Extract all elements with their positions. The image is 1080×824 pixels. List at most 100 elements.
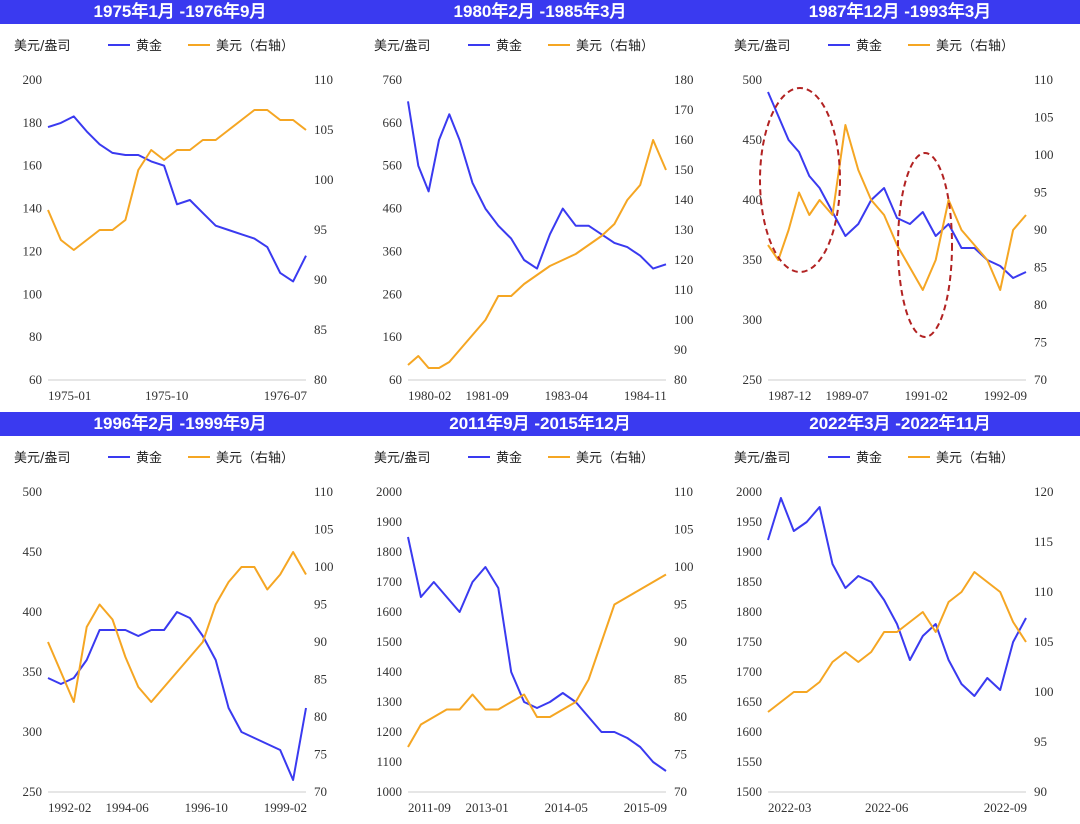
title-bar-bg — [0, 412, 360, 436]
left-tick-label: 160 — [23, 158, 43, 173]
left-tick-label: 1850 — [736, 574, 762, 589]
left-tick-label: 1800 — [736, 604, 762, 619]
x-tick-label: 2013-01 — [465, 800, 508, 815]
chart-title-bar: 1975年1月 -1976年9月 — [0, 0, 360, 24]
left-tick-label: 1500 — [376, 634, 402, 649]
legend-label-usd: 美元（右轴） — [936, 39, 1014, 54]
x-tick-label: 1999-02 — [264, 800, 307, 815]
x-tick-label: 1989-07 — [825, 388, 869, 403]
right-tick-label: 110 — [674, 282, 693, 297]
right-tick-label: 150 — [674, 162, 694, 177]
x-tick-label: 1975-10 — [145, 388, 188, 403]
right-tick-label: 90 — [674, 342, 687, 357]
right-tick-label: 85 — [314, 672, 327, 687]
right-tick-label: 85 — [314, 322, 327, 337]
right-tick-label: 110 — [314, 484, 333, 499]
right-tick-label: 80 — [1034, 297, 1047, 312]
y-axis-label: 美元/盎司 — [734, 39, 790, 54]
left-tick-label: 1900 — [736, 544, 762, 559]
right-tick-label: 105 — [314, 122, 334, 137]
x-tick-label: 1976-07 — [264, 388, 308, 403]
x-tick-label: 2022-06 — [865, 800, 909, 815]
left-tick-label: 60 — [29, 372, 42, 387]
left-tick-label: 60 — [389, 372, 402, 387]
left-tick-label: 300 — [23, 724, 43, 739]
usd-series-line — [767, 571, 1027, 713]
left-tick-label: 250 — [743, 372, 763, 387]
left-tick-label: 460 — [383, 201, 403, 216]
right-tick-label: 100 — [674, 559, 694, 574]
left-tick-label: 2000 — [736, 484, 762, 499]
right-tick-label: 95 — [314, 597, 327, 612]
left-tick-label: 1750 — [736, 634, 762, 649]
right-tick-label: 100 — [314, 172, 334, 187]
left-tick-label: 400 — [23, 604, 43, 619]
right-tick-label: 95 — [1034, 734, 1047, 749]
chart-panel-2: 1980年2月 -1985年3月 美元/盎司 黄金 美元（右轴） 60 160 260 360… — [360, 0, 720, 412]
right-tick-label: 105 — [674, 522, 694, 537]
chart-title-bar: 1987年12月 -1993年3月 — [720, 0, 1080, 24]
right-tick-label: 90 — [314, 272, 327, 287]
chart-title-bar: 2022年3月 -2022年11月 — [720, 412, 1080, 436]
chart-title: 1987年12月 -1993年3月 — [809, 1, 991, 21]
y-axis-label: 美元/盎司 — [374, 451, 430, 466]
left-tick-label: 120 — [23, 243, 43, 258]
title-bar-bg — [360, 412, 720, 436]
title-bar-bg — [0, 0, 360, 24]
left-tick-label: 1800 — [376, 544, 402, 559]
right-tick-label: 80 — [314, 709, 327, 724]
right-tick-label: 80 — [674, 709, 687, 724]
right-tick-label: 100 — [314, 559, 334, 574]
left-tick-label: 250 — [23, 784, 43, 799]
left-tick-label: 200 — [23, 72, 43, 87]
left-tick-label: 1600 — [376, 604, 402, 619]
highlight-ellipse — [897, 152, 953, 338]
y-axis-label: 美元/盎司 — [734, 451, 790, 466]
right-tick-label: 180 — [674, 72, 694, 87]
right-tick-label: 140 — [674, 192, 694, 207]
right-tick-label: 80 — [674, 372, 687, 387]
right-tick-label: 110 — [314, 72, 333, 87]
left-tick-label: 1100 — [376, 754, 402, 769]
left-tick-label: 1700 — [376, 574, 402, 589]
right-tick-label: 110 — [1034, 72, 1053, 87]
left-tick-label: 1000 — [376, 784, 402, 799]
chart-title-bar: 1980年2月 -1985年3月 — [360, 0, 720, 24]
gold-series-line — [407, 536, 667, 772]
left-tick-label: 660 — [383, 115, 403, 130]
right-tick-label: 110 — [1034, 584, 1053, 599]
right-tick-label: 160 — [674, 132, 694, 147]
left-tick-label: 1200 — [376, 724, 402, 739]
right-tick-label: 90 — [1034, 784, 1047, 799]
left-tick-label: 350 — [23, 664, 43, 679]
right-tick-label: 110 — [674, 484, 693, 499]
chart-title-bar: 2011年9月 -2015年12月 — [360, 412, 720, 436]
title-bar-bg — [720, 412, 1080, 436]
x-tick-label: 1983-04 — [545, 388, 589, 403]
gold-series-line — [407, 101, 667, 270]
legend-label-gold: 黄金 — [136, 450, 162, 466]
right-tick-label: 85 — [674, 672, 687, 687]
chart-panel-1: 1975年1月 -1976年9月 美元/盎司 黄金 美元（右轴） 60 80 100 120 1… — [0, 0, 360, 412]
left-tick-label: 1650 — [736, 694, 762, 709]
right-tick-label: 70 — [674, 784, 687, 799]
y-axis-label: 美元/盎司 — [14, 451, 70, 466]
chart-title: 1980年2月 -1985年3月 — [454, 1, 627, 21]
left-tick-label: 350 — [743, 252, 763, 267]
right-tick-label: 90 — [1034, 222, 1047, 237]
left-tick-label: 2000 — [376, 484, 402, 499]
legend-label-usd: 美元（右轴） — [576, 39, 654, 54]
chart-panel-4: 1996年2月 -1999年9月 美元/盎司 黄金 美元（右轴） 250 300 350 40… — [0, 412, 360, 824]
legend-label-gold: 黄金 — [136, 38, 162, 54]
y-axis-label: 美元/盎司 — [14, 39, 70, 54]
right-tick-label: 70 — [1034, 372, 1047, 387]
usd-series-line — [407, 573, 667, 748]
left-tick-label: 1600 — [736, 724, 762, 739]
chart-panel-3: 1987年12月 -1993年3月 美元/盎司 黄金 美元（右轴） 250 300 350 4… — [720, 0, 1080, 412]
title-bar-bg — [720, 0, 1080, 24]
